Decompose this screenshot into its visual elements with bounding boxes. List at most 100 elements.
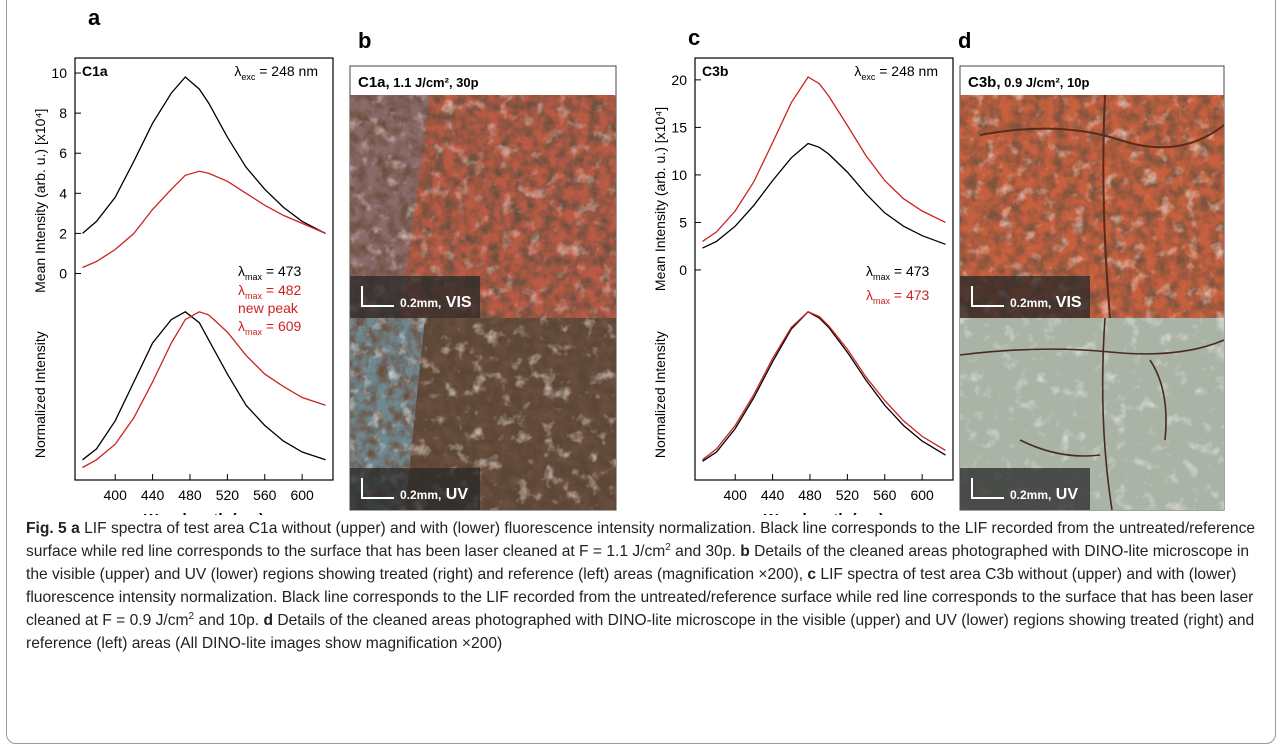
annotation: λmax = 473 — [866, 263, 930, 282]
y2-axis-label: Normalized Intensity — [32, 331, 48, 458]
annotation: C3b — [702, 63, 728, 79]
scale-band — [350, 276, 480, 318]
x-tick-label: 440 — [761, 487, 785, 503]
annotation: λexc = 248 nm — [854, 63, 938, 82]
caption-text: a — [71, 520, 80, 537]
annotation-part: λ — [866, 287, 873, 303]
spectrum-line — [82, 311, 326, 461]
annotation-part: λ — [854, 63, 861, 79]
annotation: λmax = 482 — [238, 282, 302, 301]
scale-length: 0.2mm, — [1010, 296, 1051, 310]
annotation-part: = 473 — [890, 287, 930, 303]
y-tick-label: 2 — [59, 225, 67, 241]
annotation: λexc = 248 nm — [234, 63, 318, 82]
photo-title-sample: C1a, — [358, 74, 390, 91]
photo-crack — [979, 94, 1225, 319]
scale-label: 0.2mm, UV — [1010, 486, 1078, 503]
spectrum-line — [82, 170, 326, 269]
scale-label: 0.2mm, VIS — [1010, 294, 1082, 311]
imaging-mode: VIS — [1051, 294, 1082, 311]
panel-letter: c — [688, 25, 700, 50]
x-tick-label: 400 — [724, 487, 748, 503]
y-tick-label: 20 — [671, 72, 687, 88]
photo-title-detail: 1.1 J/cm², 30p — [390, 75, 479, 90]
y-tick-label: 10 — [671, 167, 687, 183]
annotation-part: new peak — [238, 300, 299, 316]
x-tick-label: 480 — [178, 487, 202, 503]
imaging-mode: UV — [1051, 486, 1078, 503]
x-axis-label: Wavelength (nm) — [144, 511, 264, 515]
scale-length: 0.2mm, — [400, 296, 441, 310]
caption-text: Fig. 5 — [26, 520, 72, 537]
spectrum-line — [702, 142, 946, 249]
annotation-part: exc — [861, 72, 876, 82]
panel-letter: a — [88, 5, 101, 30]
x-tick-label: 560 — [253, 487, 277, 503]
annotation-part: = 609 — [262, 318, 302, 334]
annotation: C1a — [82, 63, 108, 79]
annotation-part: max — [245, 291, 263, 301]
scale-label: 0.2mm, VIS — [400, 294, 472, 311]
spectrum-line — [702, 76, 946, 242]
annotation-part: = 248 nm — [875, 63, 938, 79]
annotation-part: λ — [866, 263, 873, 279]
annotation-part: λ — [234, 63, 241, 79]
annotation-part: λ — [238, 282, 245, 298]
scale-label: 0.2mm, UV — [400, 486, 468, 503]
annotation-part: = 473 — [890, 263, 930, 279]
caption-text: 2 — [665, 541, 671, 553]
y-tick-label: 0 — [59, 266, 67, 282]
photo-crack — [959, 317, 1225, 511]
figure: 4004404805205606000246810Wavelength (nm)… — [32, 5, 1225, 515]
plot-area — [74, 57, 334, 481]
x-tick-label: 600 — [290, 487, 314, 503]
figure-frame — [6, 0, 1276, 744]
annotation-part: C3b — [702, 63, 728, 79]
photo-title: C3b, 0.9 J/cm², 10p — [968, 74, 1089, 91]
annotation-part: C1a — [82, 63, 108, 79]
spectrum-line — [702, 310, 946, 462]
imaging-mode: VIS — [441, 294, 472, 311]
y-tick-label: 15 — [671, 119, 687, 135]
annotation: λmax = 473 — [238, 263, 302, 282]
imaging-mode: UV — [441, 486, 468, 503]
caption-text: b — [740, 543, 750, 560]
scale-band — [960, 276, 1090, 318]
caption-text: 2 — [188, 610, 195, 622]
scale-length: 0.2mm, — [1010, 488, 1051, 502]
annotation-part: max — [245, 327, 263, 337]
annotation-part: max — [873, 296, 891, 306]
spectrum-line — [82, 76, 326, 234]
annotation: λmax = 473 — [866, 287, 930, 306]
caption-text: and 10p. — [194, 612, 264, 629]
scale-bar — [361, 286, 394, 307]
caption-text: d — [263, 612, 273, 629]
caption-text: LIF spectra of test area C1a without (up… — [26, 520, 1256, 560]
y-tick-label: 5 — [679, 214, 687, 230]
scale-bar — [971, 478, 1004, 499]
caption-text: Details of the cleaned areas photographe… — [26, 543, 1249, 583]
x-tick-label: 560 — [873, 487, 897, 503]
x-tick-label: 480 — [798, 487, 822, 503]
photo-title-detail: 0.9 J/cm², 10p — [1001, 75, 1090, 90]
caption: Fig. 5 a LIF spectra of test area C1a wi… — [26, 517, 1262, 655]
photo-title: C1a, 1.1 J/cm², 30p — [358, 74, 479, 91]
scale-band — [960, 468, 1090, 510]
y-tick-label: 8 — [59, 105, 67, 121]
y2-axis-label: Normalized Intensity — [652, 331, 668, 458]
y-tick-label: 10 — [51, 65, 67, 81]
y-tick-label: 6 — [59, 145, 67, 161]
scale-band — [350, 468, 480, 510]
x-tick-label: 600 — [910, 487, 934, 503]
annotation-part: = 248 nm — [255, 63, 318, 79]
x-axis-label: Wavelength (nm) — [764, 511, 884, 515]
caption-text: Details of the cleaned areas photographe… — [26, 612, 1255, 652]
caption-text: c — [807, 566, 817, 583]
panel-letter: b — [358, 28, 371, 53]
spectrum-line — [82, 311, 326, 469]
photo-title-sample: C3b, — [968, 74, 1001, 91]
annotation-part: max — [873, 272, 891, 282]
caption-text: and 30p. — [670, 543, 741, 560]
panel-letter: d — [958, 28, 971, 53]
